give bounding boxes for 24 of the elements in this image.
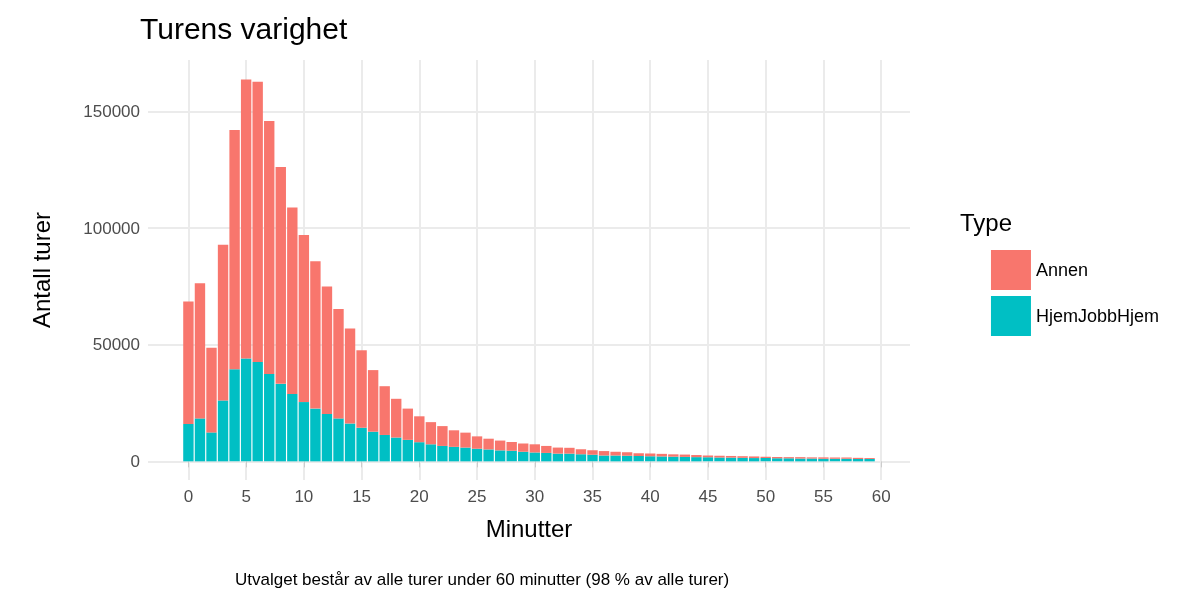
y-tick-label: 0	[130, 451, 140, 471]
y-tick-label: 50000	[92, 335, 140, 355]
x-tick-label: 15	[352, 487, 372, 506]
legend-label: HjemJobbHjem	[1035, 306, 1160, 326]
legend-title: Type	[960, 208, 1013, 236]
chart-title: Turens varighet	[140, 11, 348, 45]
x-tick-label: 10	[294, 487, 314, 506]
x-tick-label: 60	[871, 487, 891, 506]
x-tick-label: 20	[409, 487, 429, 506]
x-tick-label: 35	[583, 487, 602, 506]
x-tick-label: 30	[525, 487, 545, 506]
x-tick-label: 5	[241, 487, 251, 506]
x-tick-label: 25	[467, 487, 487, 506]
x-axis-title: Minutter	[485, 514, 573, 542]
text: Utvalget består av alle turer under 60 minutter (98 % av alle turer)	[235, 570, 730, 589]
x-tick-label: 0	[183, 487, 194, 506]
y-tick-label: 150000	[83, 101, 140, 121]
y-tick-label: 100000	[83, 218, 140, 238]
legend-label: Annen	[1035, 260, 1089, 280]
x-tick-label: 45	[698, 487, 718, 506]
x-tick-label: 50	[756, 487, 776, 506]
y-axis-title: Antall turer	[27, 211, 55, 329]
x-tick-label: 55	[813, 487, 833, 506]
x-tick-label: 40	[640, 487, 660, 506]
